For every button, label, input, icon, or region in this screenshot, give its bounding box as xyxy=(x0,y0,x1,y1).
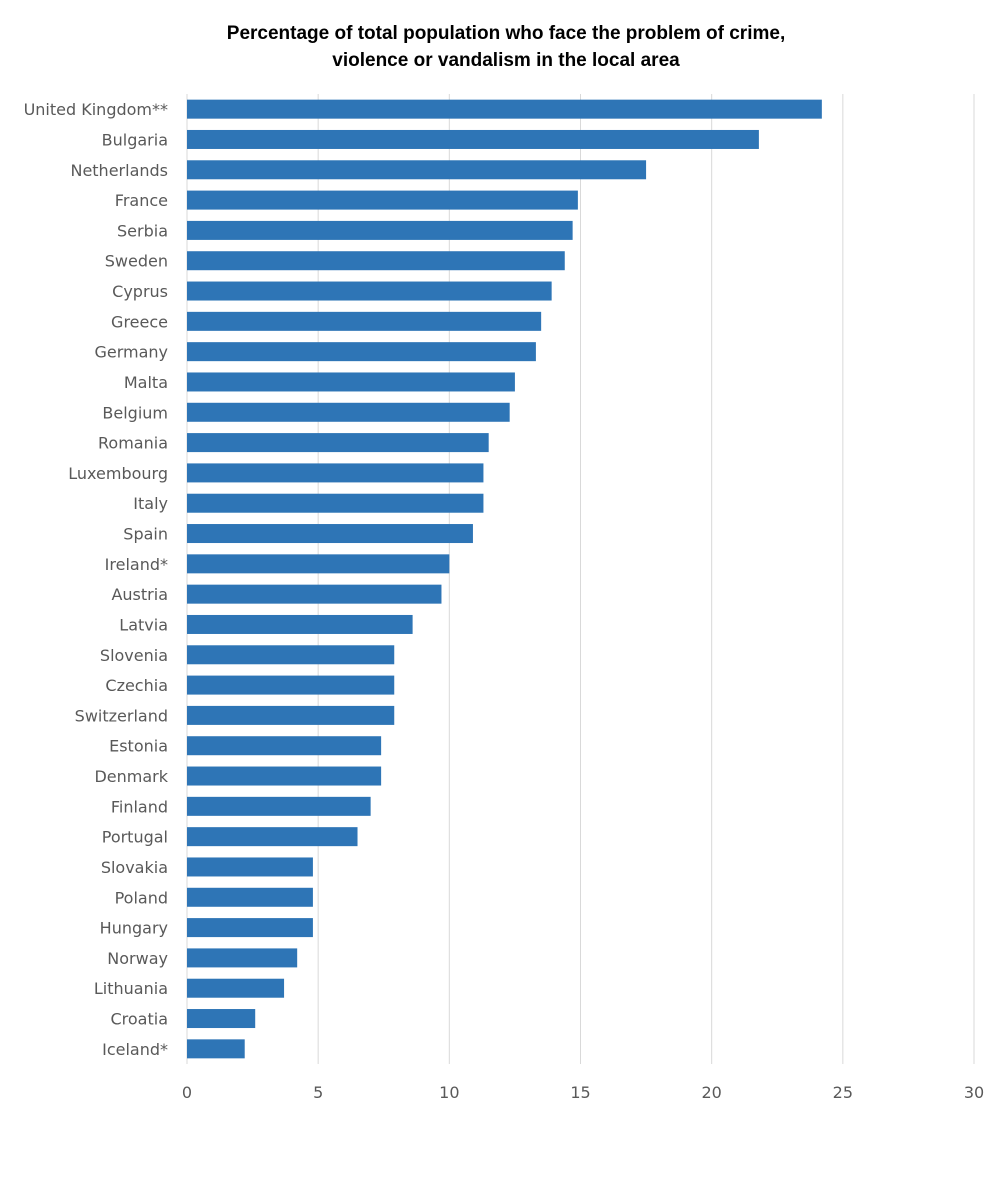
bar xyxy=(187,948,298,968)
bar xyxy=(187,1009,256,1029)
category-label: Austria xyxy=(111,585,168,604)
bar xyxy=(187,584,442,604)
bar xyxy=(187,918,313,938)
x-tick-label: 5 xyxy=(313,1083,323,1102)
x-tick-label: 20 xyxy=(701,1083,721,1102)
bar xyxy=(187,978,285,998)
bar xyxy=(187,796,371,816)
bar xyxy=(187,402,510,422)
x-tick-label: 25 xyxy=(833,1083,853,1102)
category-label: Poland xyxy=(115,888,168,907)
category-label: Luxembourg xyxy=(68,464,168,483)
category-label: Romania xyxy=(98,434,168,453)
category-label: Malta xyxy=(124,373,168,392)
x-axis-ticks: 0 5 10 15 20 25 30 xyxy=(182,1083,984,1102)
bar xyxy=(187,251,565,271)
category-labels: United Kingdom** Bulgaria Netherlands Franc… xyxy=(24,100,169,1059)
bar xyxy=(187,342,536,362)
bar xyxy=(187,493,484,513)
category-label: Denmark xyxy=(94,767,168,786)
category-label: Sweden xyxy=(105,252,168,271)
bar xyxy=(187,554,450,574)
bar xyxy=(187,827,358,847)
category-label: Belgium xyxy=(102,403,168,422)
chart-title-line-1: Percentage of total population who face … xyxy=(226,23,786,44)
bar xyxy=(187,887,313,907)
category-label: Portugal xyxy=(102,828,168,847)
category-label: Estonia xyxy=(109,737,168,756)
bar xyxy=(187,675,395,695)
category-label: Hungary xyxy=(100,919,168,938)
category-label: Serbia xyxy=(117,221,168,240)
category-label: Ireland* xyxy=(105,555,168,574)
bar xyxy=(187,281,552,301)
category-label: France xyxy=(115,191,168,210)
category-label: Spain xyxy=(123,525,168,544)
category-label: United Kingdom** xyxy=(24,100,168,119)
category-label: Netherlands xyxy=(70,161,168,180)
bar xyxy=(187,857,313,877)
bars xyxy=(187,99,822,1059)
category-label: Czechia xyxy=(105,676,168,695)
bar xyxy=(187,1039,245,1059)
bar xyxy=(187,645,395,665)
category-label: Iceland* xyxy=(102,1040,168,1059)
bar xyxy=(187,372,515,392)
x-tick-label: 10 xyxy=(439,1083,459,1102)
bar xyxy=(187,220,573,240)
bar xyxy=(187,524,473,544)
x-tick-label: 15 xyxy=(570,1083,590,1102)
x-tick-label: 0 xyxy=(182,1083,192,1102)
category-label: Slovenia xyxy=(100,646,168,665)
chart-title-line-2: violence or vandalism in the local area xyxy=(332,50,680,71)
bar xyxy=(187,705,395,725)
category-label: Latvia xyxy=(119,615,168,634)
chart-title: Percentage of total population who face … xyxy=(0,20,1008,74)
bar xyxy=(187,736,382,756)
x-tick-label: 30 xyxy=(964,1083,984,1102)
category-label: Bulgaria xyxy=(102,130,168,149)
category-label: Germany xyxy=(94,343,168,362)
bar xyxy=(187,160,647,180)
bar xyxy=(187,99,822,119)
bar xyxy=(187,463,484,483)
category-label: Slovakia xyxy=(101,858,168,877)
category-label: Lithuania xyxy=(94,979,168,998)
category-label: Cyprus xyxy=(112,282,168,301)
category-label: Italy xyxy=(133,494,168,513)
bar xyxy=(187,614,413,634)
category-label: Finland xyxy=(111,797,168,816)
category-label: Switzerland xyxy=(75,706,168,725)
category-label: Norway xyxy=(107,949,168,968)
bar xyxy=(187,766,382,786)
bar xyxy=(187,129,759,149)
category-label: Greece xyxy=(111,312,168,331)
bar xyxy=(187,190,578,210)
category-label: Croatia xyxy=(110,1010,168,1029)
bar xyxy=(187,311,542,331)
bar xyxy=(187,433,489,453)
